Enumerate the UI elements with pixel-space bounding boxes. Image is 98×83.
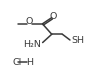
- Text: O: O: [50, 12, 57, 21]
- Text: H₂N: H₂N: [23, 40, 41, 49]
- Text: Cl: Cl: [13, 58, 22, 67]
- Text: H: H: [26, 58, 33, 67]
- Text: O: O: [26, 17, 33, 26]
- Text: SH: SH: [71, 36, 84, 45]
